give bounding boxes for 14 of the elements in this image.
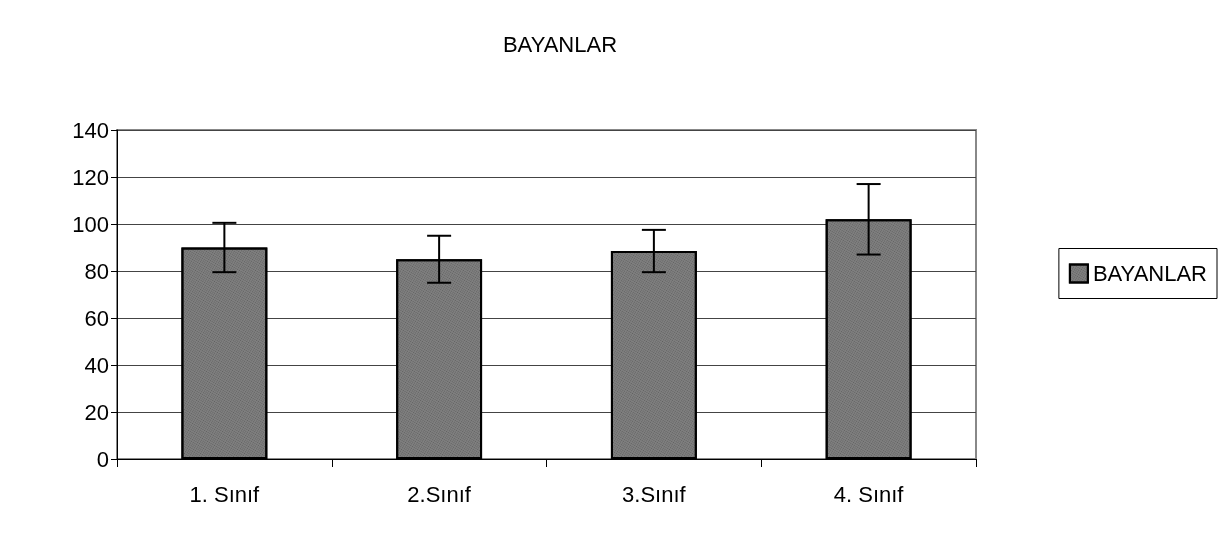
y-tick-label: 80 [84, 258, 109, 284]
x-tick-label: 2.Sınıf [407, 481, 472, 507]
y-tick-label: 0 [96, 446, 109, 472]
x-tick-label: 4. Sınıf [833, 481, 905, 507]
y-tick-label: 100 [72, 211, 109, 237]
chart-title: BAYANLAR [502, 31, 618, 57]
x-tick-label: 1. Sınıf [189, 481, 261, 507]
y-tick-label: 40 [84, 352, 109, 378]
y-tick-label: 20 [84, 399, 109, 425]
y-tick-label: 60 [84, 305, 109, 331]
y-tick-label: 140 [72, 117, 109, 143]
legend-label: BAYANLAR [1092, 261, 1208, 286]
y-tick-label: 120 [72, 164, 109, 190]
x-tick-label: 3.Sınıf [622, 481, 687, 507]
